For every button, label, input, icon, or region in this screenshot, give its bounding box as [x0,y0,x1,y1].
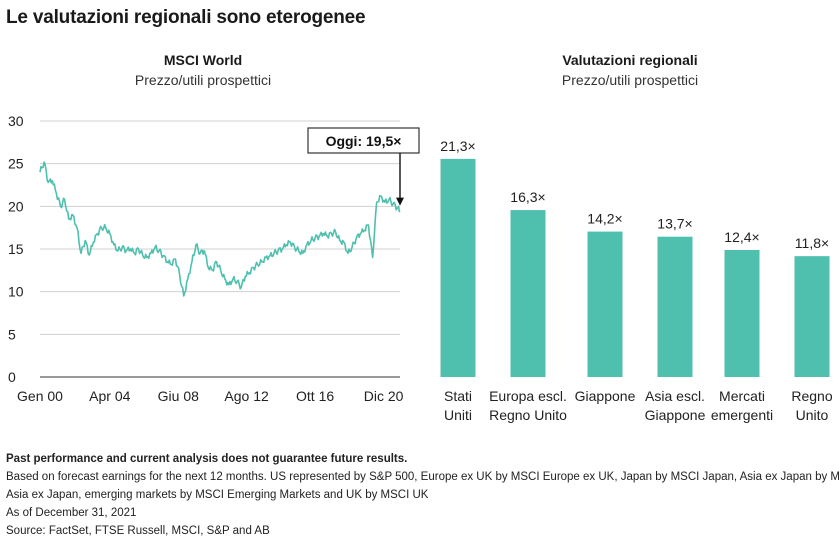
y-tick-label: 5 [8,326,16,342]
category-label: Stati [444,388,472,404]
annotation-label: Oggi: 19,5× [326,133,402,149]
category-label: Giappone [575,388,636,404]
x-tick-label: Gen 00 [17,388,63,404]
category-label: emergenti [711,407,773,423]
msci-world-line-chart: 0 5 10 15 20 25 30 Gen 00 Apr 04 Giu 08 Ago 12 Ott … [8,113,420,404]
category-label: Uniti [444,407,472,423]
footer-notes: Past performance and current analysis do… [6,450,840,540]
footer-as-of: As of December 31, 2021 [6,507,137,519]
category-label: Mercati [719,388,765,404]
x-tick-label: Giu 08 [158,388,199,404]
left-chart-subtitle: Prezzo/utili prospettici [134,72,272,88]
bar-value-label: 12,4× [724,229,759,245]
msci-world-series-line [39,161,401,297]
regional-valuations-bar-chart: 21,3× Stati Uniti 16,3× Europa escl. Regno Un… [440,138,833,423]
footer-note-line2: Asia ex Japan, emerging markets by MSCI … [6,489,429,501]
category-label: Regno [791,388,832,404]
bar [510,210,546,377]
bar [794,256,830,377]
bar-value-label: 13,7× [657,216,692,232]
bar [440,158,476,377]
footer-disclaimer: Past performance and current analysis do… [6,453,408,465]
page-title: Le valutazioni regionali sono eterogenee [6,7,366,28]
bar-value-label: 16,3× [510,189,545,205]
x-tick-label: Dic 20 [364,388,404,404]
left-chart-title: MSCI World [163,52,243,68]
annotation-arrow-head [396,197,404,206]
bar-value-label: 14,2× [587,211,622,227]
right-chart-title: Valutazioni regionali [562,52,698,68]
y-tick-label: 25 [8,156,24,172]
category-label: Asia escl. [645,388,705,404]
right-chart-subtitle: Prezzo/utili prospettici [561,72,699,88]
bar [587,231,623,377]
bar-value-label: 21,3× [440,138,475,154]
x-tick-label: Ott 16 [296,388,334,404]
footer-source: Source: FactSet, FTSE Russell, MSCI, S&P… [6,525,270,537]
annotation-box [307,127,420,154]
category-label: Unito [796,407,829,423]
y-tick-label: 30 [8,113,24,129]
y-tick-label: 20 [8,198,24,214]
category-label: Regno Unito [489,407,567,423]
bar [657,236,693,377]
x-tick-label: Apr 04 [89,388,130,404]
bar-value-label: 11,8× [795,235,829,251]
charts-canvas: 0 5 10 15 20 25 30 Gen 00 Apr 04 Giu 08 Ago 12 Ott … [8,113,833,423]
y-tick-label: 15 [8,241,24,257]
y-tick-label: 0 [8,369,16,385]
category-label: Giappone [645,407,706,423]
category-label: Europa escl. [489,388,567,404]
x-tick-label: Ago 12 [224,388,269,404]
bar [724,250,760,377]
footer-note-line1: Based on forecast earnings for the next … [6,471,840,483]
y-tick-label: 10 [8,284,24,300]
